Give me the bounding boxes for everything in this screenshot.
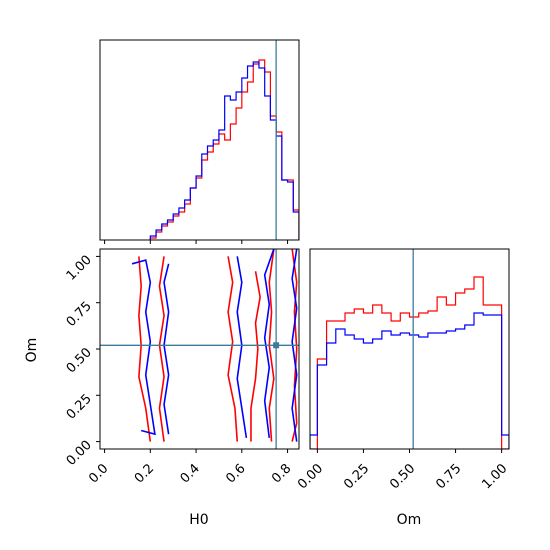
tick-label-x-Om: 0.75 — [433, 461, 464, 492]
contour-series-2-line-4 — [263, 249, 275, 438]
histogram-series-2 — [310, 312, 509, 449]
tick-label-y-Om: 1.00 — [64, 253, 95, 284]
panel-contour-H0-Om — [131, 249, 298, 442]
truth-point — [273, 342, 280, 349]
contour-series-2-line-5 — [291, 249, 298, 442]
tick-label-y-Om: 0.25 — [64, 392, 95, 423]
tick-label-y-Om: 0.50 — [64, 345, 95, 376]
tick-label-x-H0: 0.2 — [132, 461, 157, 486]
plot-layer — [100, 40, 509, 449]
tick-label-x-Om: 0.25 — [341, 461, 372, 492]
contour-series-1-line-3 — [227, 256, 239, 442]
tick-label-y-Om: 0.00 — [64, 438, 95, 469]
contour-series-2-line-1 — [131, 259, 156, 436]
tick-label-x-H0: 0.4 — [178, 461, 203, 486]
contour-series-1-line-4 — [250, 271, 261, 442]
tick-label-x-H0: 0.8 — [269, 461, 294, 486]
frame-hist-H0 — [99, 39, 300, 241]
tick-label-x-H0: 0.0 — [86, 461, 111, 486]
tick-label-x-Om: 0.00 — [295, 461, 326, 492]
x-axis-label-Om: Om — [397, 512, 422, 528]
contour-series-2-line-2 — [163, 263, 170, 435]
tick-label-x-Om: 1.00 — [479, 461, 510, 492]
y-axis-label-Om: Om — [24, 338, 40, 363]
contour-series-1-line-6 — [291, 249, 298, 442]
frame-hist-Om — [309, 248, 510, 450]
tick-label-y-Om: 0.75 — [64, 299, 95, 330]
x-axis-label-H0: H0 — [189, 512, 208, 528]
histogram-series-1 — [310, 276, 509, 449]
panel-hist-Om — [310, 276, 509, 449]
frame-layer: 0.0 0.2 0.4 0.6 0.80.000.250.500.751.000.00 0… — [64, 39, 510, 492]
tick-label-x-Om: 0.50 — [387, 461, 418, 492]
contour-series-1-line-2 — [158, 256, 165, 442]
contour-series-2-line-3 — [236, 256, 248, 439]
tick-label-x-H0: 0.6 — [223, 461, 248, 486]
